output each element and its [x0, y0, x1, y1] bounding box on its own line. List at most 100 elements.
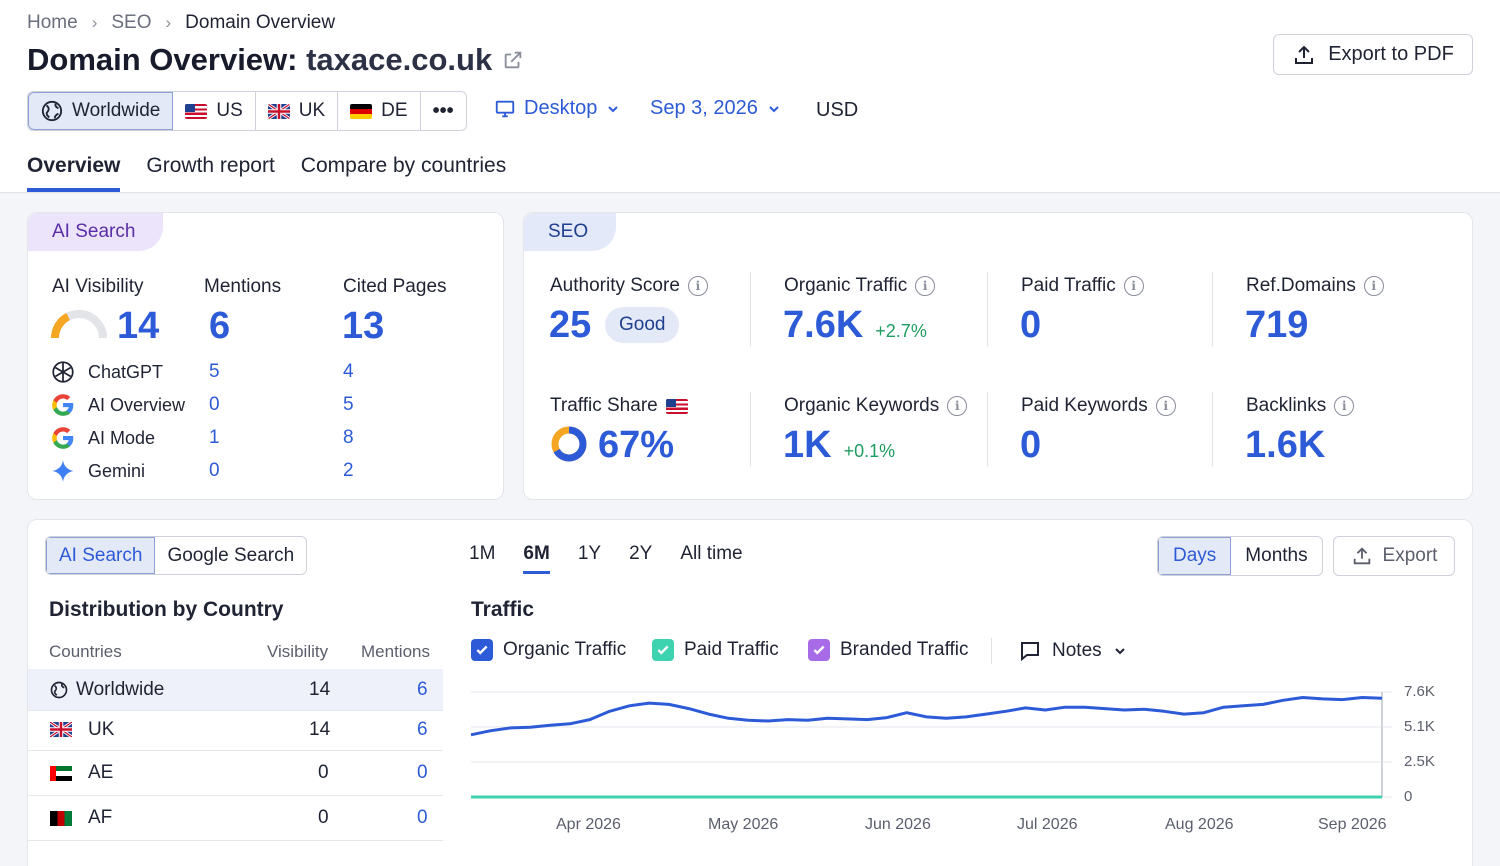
source-cited[interactable]: 8 [343, 427, 354, 448]
breadcrumb: Home › SEO › Domain Overview [27, 12, 335, 34]
x-tick-label: Aug 2026 [1165, 816, 1234, 833]
geo-uk[interactable]: UK [256, 92, 339, 130]
source-mentions[interactable]: 5 [209, 361, 220, 382]
source-mentions[interactable]: 1 [209, 427, 220, 448]
authority-score-value[interactable]: 25 [549, 304, 592, 346]
breadcrumb-home[interactable]: Home [27, 12, 78, 33]
organic-traffic-label-text: Organic Traffic [784, 275, 908, 296]
toggle-months[interactable]: Months [1245, 545, 1308, 566]
source-cited[interactable]: 2 [343, 460, 354, 481]
upload-icon [1353, 547, 1370, 565]
backlinks-value[interactable]: 1.6K [1245, 424, 1326, 466]
info-icon[interactable]: i [947, 396, 968, 416]
col-mentions[interactable]: Mentions [361, 642, 430, 661]
mentions-cell[interactable]: 6 [417, 719, 428, 740]
paid-keywords-label-text: Paid Keywords [1021, 395, 1148, 416]
paid-keywords-value[interactable]: 0 [1020, 424, 1042, 466]
desktop-icon [495, 100, 515, 117]
toggle-days[interactable]: Days [1158, 537, 1232, 575]
export-to-pdf-button[interactable]: Export to PDF [1273, 34, 1473, 75]
source-mentions[interactable]: 0 [209, 394, 220, 415]
table-row[interactable]: Worldwide 14 6 [28, 669, 443, 711]
geo-de[interactable]: DE [338, 92, 421, 130]
chevron-down-icon [769, 105, 779, 112]
period-all-time[interactable]: All time [680, 543, 743, 564]
period-1y[interactable]: 1Y [577, 543, 602, 564]
organic-keywords-delta: +0.1% [843, 441, 896, 461]
paid-traffic-label-text: Paid Traffic [1021, 275, 1116, 296]
date-dropdown[interactable]: Sep 3, 2026 [650, 97, 782, 120]
col-countries: Countries [49, 642, 122, 661]
tab-compare-by-countries[interactable]: Compare by countries [300, 154, 507, 177]
mentions-value[interactable]: 6 [209, 305, 231, 347]
notes-dropdown[interactable]: Notes [1018, 639, 1128, 663]
period-6m[interactable]: 6M [523, 543, 550, 574]
export-button[interactable]: Export [1333, 536, 1455, 576]
organic-keywords-value[interactable]: 1K +0.1% [783, 424, 895, 467]
external-link-icon[interactable] [502, 49, 524, 71]
info-icon[interactable]: i [1363, 276, 1384, 296]
period-1m[interactable]: 1M [469, 543, 496, 564]
divider [750, 392, 751, 466]
ai-search-pill: AI Search [28, 213, 164, 251]
source-name: Gemini [88, 460, 146, 481]
breadcrumb-seo[interactable]: SEO [111, 12, 152, 33]
cited-pages-value[interactable]: 13 [342, 305, 385, 347]
info-icon[interactable]: i [1334, 396, 1355, 416]
authority-score-label-text: Authority Score [550, 275, 680, 296]
source-mentions[interactable]: 0 [209, 460, 220, 481]
geo-us[interactable]: US [173, 92, 256, 130]
checkbox-checked-icon [808, 639, 830, 661]
info-icon[interactable]: i [915, 276, 936, 296]
info-icon[interactable]: i [1123, 276, 1144, 296]
divider [987, 272, 988, 346]
mentions-cell[interactable]: 0 [417, 762, 428, 783]
ai-visibility-value[interactable]: 14 [117, 305, 160, 347]
tab-overview[interactable]: Overview [27, 154, 121, 192]
divider [991, 638, 992, 664]
geo-worldwide-label: Worldwide [72, 100, 161, 121]
table-row[interactable]: AE 0 0 [28, 752, 443, 796]
y-tick-label: 2.5K [1404, 753, 1435, 770]
toggle-ai-search[interactable]: AI Search [46, 537, 156, 574]
info-icon[interactable]: i [1155, 396, 1176, 416]
mentions-cell[interactable]: 6 [417, 679, 428, 700]
table-row[interactable]: UK 14 6 [28, 709, 443, 751]
divider [987, 392, 988, 466]
period-2y[interactable]: 2Y [629, 543, 653, 564]
source-cited[interactable]: 4 [343, 361, 354, 382]
organic-traffic-number: 7.6K [783, 304, 864, 346]
source-cited[interactable]: 5 [343, 394, 354, 415]
authority-badge: Good [605, 307, 680, 343]
ref-domains-value[interactable]: 719 [1245, 304, 1309, 346]
toggle-google-search[interactable]: Google Search [167, 544, 295, 566]
geo-worldwide[interactable]: Worldwide [28, 92, 174, 130]
traffic-share-value[interactable]: 67% [598, 424, 675, 466]
info-icon[interactable]: i [687, 276, 708, 296]
geo-uk-label: UK [298, 100, 326, 121]
table-row[interactable]: AF 0 0 [28, 797, 443, 841]
ai-visibility-label: AI Visibility [52, 276, 144, 297]
geo-more-button[interactable]: ••• [421, 92, 466, 130]
device-dropdown[interactable]: Desktop [494, 97, 621, 120]
currency-label: USD [816, 99, 859, 121]
mentions-label: Mentions [204, 276, 282, 297]
series-line-organic-traffic[interactable] [470, 696, 1383, 737]
af-flag-icon [50, 811, 72, 826]
mentions-cell[interactable]: 0 [417, 807, 428, 828]
col-visibility[interactable]: Visibility [267, 642, 329, 661]
legend-paid-traffic[interactable]: Paid Traffic [652, 639, 779, 661]
tab-growth-report[interactable]: Growth report [146, 154, 275, 177]
tab-bar: Overview Growth report Compare by countr… [27, 154, 506, 192]
visibility-cell: 0 [318, 807, 329, 828]
source-name: ChatGPT [88, 361, 164, 382]
paid-traffic-value[interactable]: 0 [1020, 304, 1042, 346]
organic-keywords-number: 1K [783, 424, 832, 466]
legend-organic-traffic[interactable]: Organic Traffic [471, 639, 626, 661]
de-flag-icon [350, 103, 373, 119]
seo-pill: SEO [524, 213, 617, 251]
legend-branded-traffic[interactable]: Branded Traffic [808, 639, 969, 661]
organic-traffic-value[interactable]: 7.6K +2.7% [783, 304, 927, 347]
source-row-chatgpt: ChatGPT [50, 359, 163, 385]
